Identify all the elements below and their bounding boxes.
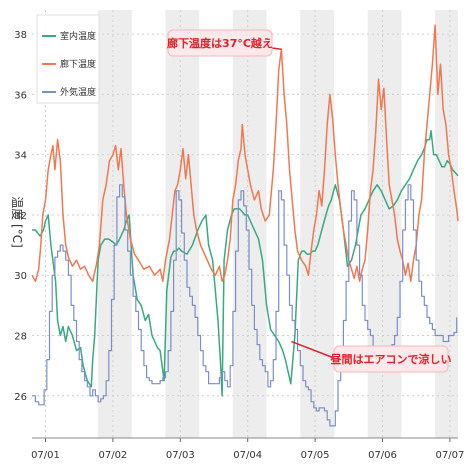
x-tick-label: 07/05 bbox=[301, 450, 330, 461]
x-tick-label: 07/06 bbox=[368, 450, 397, 461]
annotation-arrow bbox=[271, 47, 282, 50]
y-tick-label: 26 bbox=[14, 392, 27, 403]
annotation-text: 昼間はエアコンで涼しい bbox=[330, 352, 452, 366]
annotation-box bbox=[333, 345, 449, 373]
y-tick-label: 34 bbox=[14, 151, 27, 162]
y-tick-label: 36 bbox=[14, 90, 27, 101]
legend-entry: 室内温度 bbox=[60, 30, 96, 42]
x-tick-label: 07/03 bbox=[166, 450, 195, 461]
x-tick-label: 07/02 bbox=[98, 450, 127, 461]
annotation-text: 廊下温度は37°C越え bbox=[167, 36, 273, 50]
shaded-range bbox=[98, 10, 132, 438]
x-tick-label: 07/01 bbox=[31, 450, 60, 461]
y-tick-label: 38 bbox=[14, 30, 27, 41]
legend-box bbox=[36, 14, 100, 104]
series-line bbox=[31, 24, 459, 283]
axes: 26 28 30 32 34 36 38 07/01 07/02 07/03 07/04 07/05 0… bbox=[14, 30, 464, 461]
shaded-range bbox=[300, 10, 334, 438]
x-tick-label: 07/07 bbox=[435, 450, 464, 461]
legend-entry: 外気温度 bbox=[60, 86, 96, 98]
y-tick-label: 28 bbox=[14, 332, 27, 343]
shaded-range bbox=[435, 10, 458, 438]
y-tick-label: 30 bbox=[14, 271, 27, 282]
legend-entry: 廊下温度 bbox=[60, 58, 96, 70]
annotation-box bbox=[167, 29, 273, 57]
y-axis-label: 温度 [°C] bbox=[10, 196, 25, 248]
y-tick-label: 32 bbox=[14, 211, 27, 222]
annotation-arrow bbox=[291, 340, 335, 359]
series-line bbox=[32, 129, 459, 397]
x-tick-label: 07/04 bbox=[233, 450, 262, 461]
